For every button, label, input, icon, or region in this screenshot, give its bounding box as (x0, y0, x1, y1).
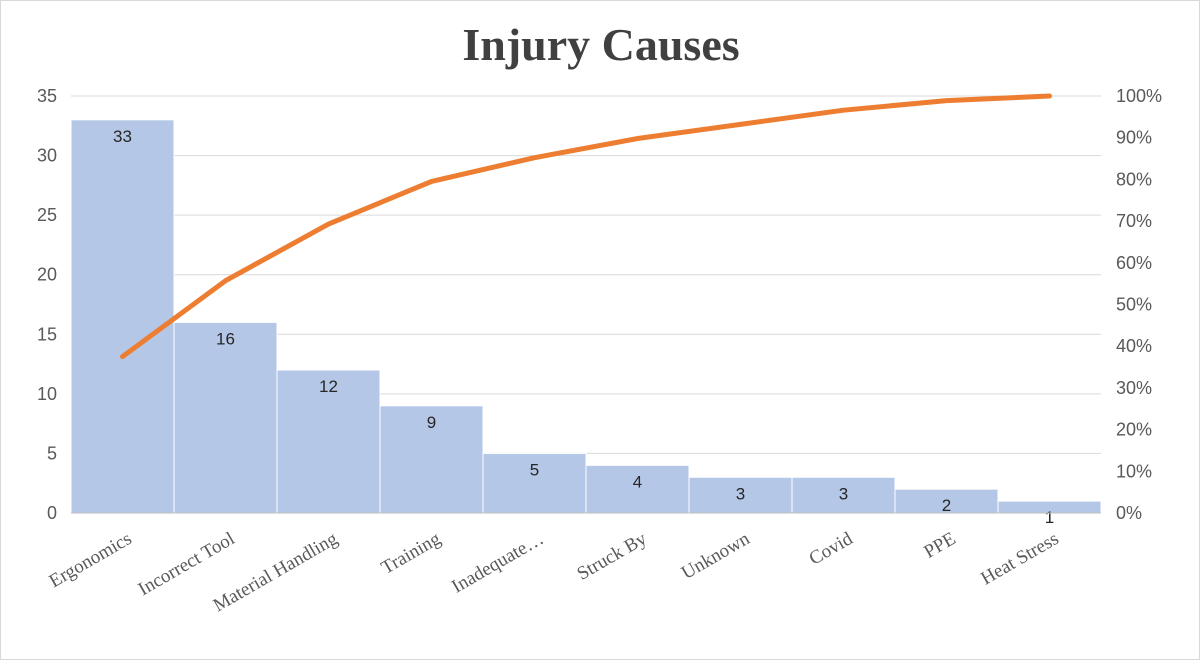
y-tick-label: 5 (47, 443, 57, 463)
data-label: 33 (113, 127, 132, 146)
x-tick-label: Struck By (574, 528, 651, 585)
y-tick-label: 35 (37, 86, 57, 106)
data-label: 3 (736, 484, 745, 503)
y-tick-label: 10 (37, 384, 57, 404)
primary-y-axis: 0 5 10 15 20 25 30 35 (37, 86, 57, 523)
y2-tick-label: 100% (1116, 86, 1162, 106)
y2-tick-label: 40% (1116, 336, 1152, 356)
data-label: 1 (1045, 508, 1054, 527)
y2-tick-label: 60% (1116, 253, 1152, 273)
x-tick-label: PPE (921, 528, 960, 563)
bar (276, 369, 381, 514)
y2-tick-label: 10% (1116, 461, 1152, 481)
y-tick-label: 20 (37, 265, 57, 285)
x-tick-label: Heat Stress (977, 528, 1062, 589)
cumulative-line (120, 93, 1052, 360)
y-tick-label: 25 (37, 205, 57, 225)
x-tick-label: Covid (806, 528, 857, 570)
data-label: 9 (427, 413, 436, 432)
data-label: 3 (839, 484, 848, 503)
y2-tick-label: 90% (1116, 128, 1152, 148)
y2-tick-label: 80% (1116, 169, 1152, 189)
y2-tick-label: 0% (1116, 503, 1142, 523)
bar (173, 321, 278, 514)
bar (70, 119, 175, 514)
data-label: 2 (942, 496, 951, 515)
y2-tick-label: 20% (1116, 420, 1152, 440)
x-tick-label: Inadequate… (448, 528, 547, 597)
x-tick-label: Incorrect Tool (135, 528, 239, 600)
y2-tick-label: 30% (1116, 378, 1152, 398)
data-label: 4 (633, 472, 642, 491)
y2-tick-label: 70% (1116, 211, 1152, 231)
bar (379, 405, 484, 514)
data-label: 12 (319, 377, 338, 396)
cumulative-line-series (120, 93, 1052, 360)
data-label: 5 (530, 460, 539, 479)
data-label: 16 (216, 329, 235, 348)
y-tick-label: 0 (47, 503, 57, 523)
x-tick-label: Unknown (678, 528, 754, 584)
x-tick-label: Ergonomics (46, 528, 136, 592)
y-tick-label: 15 (37, 324, 57, 344)
chart-title: Injury Causes (462, 19, 739, 70)
bar-series (70, 119, 1102, 514)
secondary-y-axis: 0% 10% 20% 30% 40% 50% 60% 70% 80% 90% 100% (1116, 86, 1162, 523)
bar (791, 476, 896, 514)
y2-tick-label: 50% (1116, 295, 1152, 315)
x-tick-label: Training (378, 528, 445, 579)
y-tick-label: 30 (37, 146, 57, 166)
